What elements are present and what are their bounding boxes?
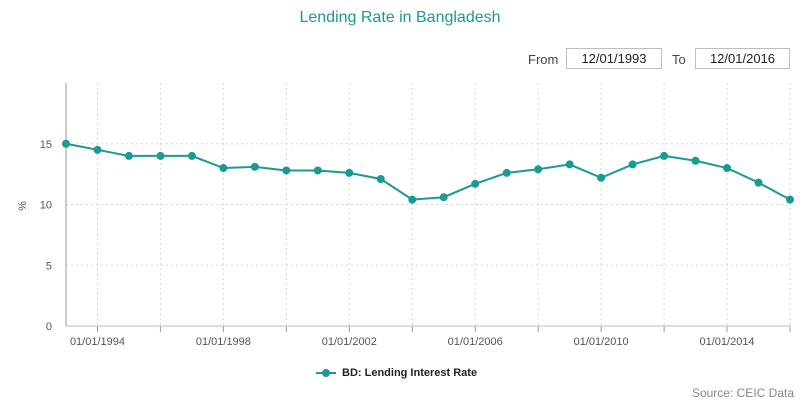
data-point	[408, 195, 417, 204]
data-point	[786, 195, 794, 204]
data-point	[313, 166, 322, 175]
data-point	[345, 168, 354, 177]
y-tick-label: 10	[40, 200, 52, 212]
series-line	[65, 142, 791, 201]
x-tick-label: 01/01/2014	[700, 336, 755, 348]
data-point	[282, 166, 291, 175]
data-point	[376, 174, 385, 183]
to-date-input[interactable]	[695, 48, 790, 69]
x-tick-label: 01/01/2006	[448, 336, 503, 348]
data-point	[691, 156, 700, 165]
x-tick-label: 01/01/2002	[322, 336, 377, 348]
x-tick-label: 01/01/2010	[574, 336, 629, 348]
data-point	[250, 162, 259, 171]
y-tick-label: 5	[46, 260, 52, 272]
data-point	[502, 168, 511, 177]
data-point	[660, 151, 669, 160]
y-tick-label: 0	[46, 321, 52, 333]
data-point	[219, 164, 228, 173]
y-axis-label: %	[17, 201, 29, 211]
data-point	[628, 160, 637, 169]
legend-series-swatch	[316, 367, 336, 379]
from-date-input[interactable]	[566, 48, 662, 69]
from-label: From	[528, 52, 559, 67]
data-point	[124, 151, 133, 160]
data-point	[597, 173, 606, 182]
data-point	[754, 178, 763, 187]
x-tick-label: 01/01/1994	[70, 336, 125, 348]
y-tick-label: 15	[40, 139, 52, 151]
data-point	[93, 145, 102, 154]
x-tick-label: 01/01/1998	[196, 336, 251, 348]
source-note: Source: CEIC Data	[691, 386, 794, 400]
data-point	[565, 160, 574, 169]
data-point	[156, 151, 165, 160]
legend[interactable]: BD: Lending Interest Rate	[316, 367, 477, 379]
data-point	[534, 165, 543, 174]
legend-series-label: BD: Lending Interest Rate	[342, 367, 478, 379]
to-label: To	[672, 52, 686, 67]
data-point	[62, 139, 70, 148]
data-point	[187, 151, 196, 160]
data-point	[439, 193, 448, 202]
data-point	[471, 179, 480, 188]
data-point	[723, 164, 732, 173]
chart-title: Lending Rate in Bangladesh	[299, 9, 501, 26]
